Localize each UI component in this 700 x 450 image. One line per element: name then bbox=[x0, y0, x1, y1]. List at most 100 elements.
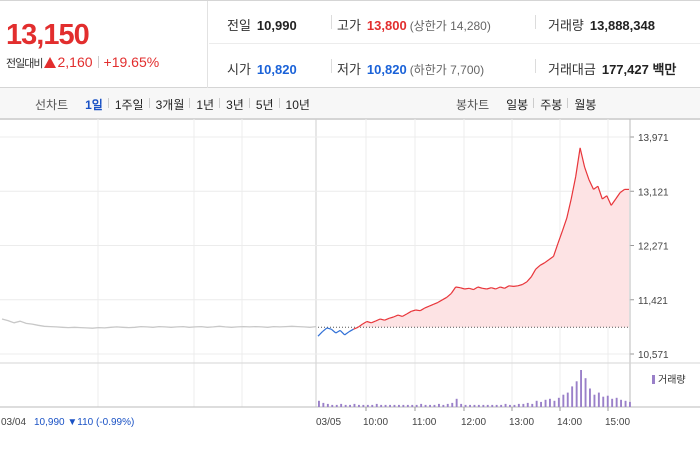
volume-bar bbox=[464, 404, 467, 407]
today-line-segment bbox=[610, 198, 617, 206]
today-line-segment bbox=[411, 309, 416, 312]
volume-bar bbox=[335, 404, 338, 407]
today-line-segment bbox=[317, 331, 323, 337]
volume-bar bbox=[353, 403, 356, 407]
today-line-segment bbox=[473, 286, 479, 291]
x-tick-label: 15:00 bbox=[605, 417, 630, 428]
x-tick-label: 13:00 bbox=[509, 417, 534, 428]
tab-period-6[interactable]: 10년 bbox=[278, 96, 316, 113]
volume-bar bbox=[597, 392, 600, 407]
change-label: 전일대비 bbox=[6, 58, 43, 70]
volume-bar bbox=[326, 403, 329, 407]
low-value: 10,820 bbox=[366, 62, 407, 77]
tab-period-0[interactable]: 1일 bbox=[85, 98, 103, 112]
change-line: 전일대비 2,160 +19.65% bbox=[6, 54, 159, 71]
volume-bar bbox=[553, 400, 556, 407]
volume-bar bbox=[580, 370, 582, 407]
today-line-segment bbox=[566, 198, 572, 219]
volume-bar bbox=[420, 403, 423, 407]
volume-label: 거래량 bbox=[548, 18, 584, 33]
x-label-today-date: 03/05 bbox=[316, 417, 341, 428]
today-line-segment bbox=[500, 286, 505, 289]
volume-bar bbox=[469, 404, 471, 407]
tab-period-3[interactable]: 1년 bbox=[189, 96, 220, 113]
prev-close-label: 전일 bbox=[227, 18, 251, 33]
prev-day-summary: 10,990 ▼110 (-0.99%) bbox=[34, 417, 134, 428]
volume-bar bbox=[380, 404, 383, 407]
volume-bar bbox=[384, 404, 387, 407]
x-tick-label: 14:00 bbox=[557, 417, 582, 428]
x-tick-label: 12:00 bbox=[461, 417, 486, 428]
volume: 거래량 13,888,348 bbox=[548, 15, 655, 34]
line-chart-tabs: 선차트 1일 1주일 3개월 1년 3년 5년 10년 bbox=[35, 96, 316, 113]
today-line-segment bbox=[366, 320, 372, 324]
volume-bar bbox=[349, 404, 351, 407]
tab-period-4[interactable]: 3년 bbox=[219, 96, 250, 113]
today-line-segment bbox=[375, 318, 381, 322]
volume-bar bbox=[398, 404, 400, 407]
up-triangle-icon bbox=[44, 57, 57, 68]
today-line-segment bbox=[597, 186, 603, 200]
volume-bar bbox=[606, 395, 609, 407]
volume-bar bbox=[504, 403, 507, 407]
tab-period-2[interactable]: 3개월 bbox=[148, 96, 191, 113]
quote-row-1: 전일 10,990 고가 13,800 (상한가 14,280) 거래량 13,888,… bbox=[209, 1, 700, 44]
volume-bar bbox=[517, 403, 520, 407]
price-box: 13,150 전일대비 2,160 +19.65% bbox=[0, 1, 208, 88]
volume-bar bbox=[571, 386, 574, 407]
volume-bar bbox=[589, 388, 591, 407]
volume-bar bbox=[442, 404, 445, 407]
tab-period-1[interactable]: 1주일 bbox=[107, 96, 150, 113]
amount-label: 거래대금 bbox=[548, 62, 596, 77]
high-value: 13,800 bbox=[366, 18, 407, 33]
today-line-segment bbox=[353, 326, 359, 330]
open-value: 10,820 bbox=[256, 62, 297, 77]
today-line-segment bbox=[522, 281, 528, 286]
volume-bar bbox=[451, 402, 454, 407]
volume-bar bbox=[318, 400, 320, 407]
volume-bar bbox=[566, 392, 569, 407]
volume-bar bbox=[375, 403, 378, 407]
today-line-segment bbox=[548, 255, 554, 261]
quote-info-grid: 전일 10,990 고가 13,800 (상한가 14,280) 거래량 13,888,… bbox=[209, 1, 700, 88]
volume-bar bbox=[522, 403, 525, 407]
tab-candle-0[interactable]: 일봉 bbox=[506, 98, 529, 112]
amount-unit: 백만 bbox=[652, 62, 677, 77]
today-line-segment bbox=[339, 329, 346, 336]
today-line-segment bbox=[513, 285, 518, 287]
today-line-segment bbox=[380, 318, 385, 321]
today-line-segment bbox=[588, 179, 595, 190]
tab-candle-2[interactable]: 월봉 bbox=[567, 96, 602, 113]
volume-bar bbox=[544, 399, 547, 407]
today-line-segment bbox=[561, 217, 568, 232]
divider bbox=[97, 56, 99, 68]
today-line-segment bbox=[575, 147, 581, 177]
volume-value: 13,888,348 bbox=[589, 18, 655, 33]
volume-bar bbox=[424, 404, 427, 407]
today-line-segment bbox=[446, 292, 452, 298]
today-line-segment bbox=[419, 307, 425, 312]
x-tick-label: 11:00 bbox=[412, 417, 437, 428]
volume-swatch bbox=[652, 375, 655, 384]
price-chart[interactable]: 13,971 13,121 12,271 11,421 10,571 03/04 10,99… bbox=[0, 119, 700, 450]
today-line-segment bbox=[539, 262, 545, 266]
low-price: 저가 10,820 (하한가 7,700) bbox=[337, 59, 484, 78]
tab-candle-1[interactable]: 주봉 bbox=[533, 96, 568, 113]
today-line-segment bbox=[424, 305, 430, 309]
up-area-fill bbox=[353, 147, 629, 328]
today-line-segment bbox=[570, 176, 577, 200]
today-line-segment bbox=[517, 283, 523, 287]
today-line-segment bbox=[619, 188, 625, 194]
volume-bar bbox=[526, 402, 529, 407]
tab-period-5[interactable]: 5년 bbox=[248, 96, 280, 113]
today-line-segment bbox=[535, 264, 541, 270]
volume-bar bbox=[402, 404, 405, 407]
volume-bar bbox=[482, 404, 485, 407]
volume-bar bbox=[393, 404, 396, 407]
price-chart-svg: 13,971 13,121 12,271 11,421 10,571 03/04 10,99… bbox=[0, 119, 700, 428]
volume-bar bbox=[593, 394, 596, 407]
x-label-prev-date: 03/04 bbox=[1, 417, 26, 428]
volume-bar bbox=[611, 398, 614, 407]
volume-bar bbox=[624, 400, 627, 407]
today-line-segment bbox=[601, 195, 608, 200]
